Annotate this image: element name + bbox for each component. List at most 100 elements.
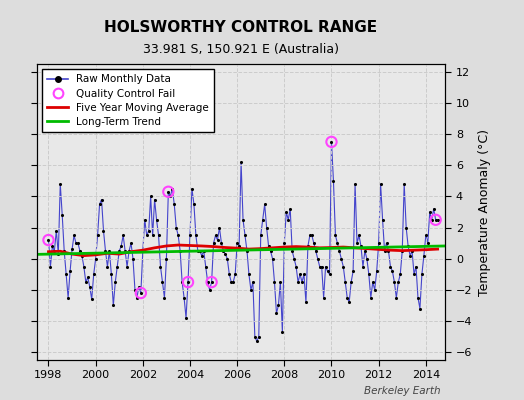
Point xyxy=(431,216,440,223)
Point xyxy=(74,240,82,246)
Point xyxy=(45,237,53,243)
Point xyxy=(416,305,424,312)
Point xyxy=(70,232,78,238)
Point xyxy=(329,178,337,184)
Point xyxy=(237,159,245,165)
Point xyxy=(363,256,371,262)
Point xyxy=(66,268,74,274)
Point xyxy=(349,268,357,274)
Point xyxy=(302,299,310,306)
Point xyxy=(182,315,190,321)
Point xyxy=(143,232,151,238)
Point xyxy=(129,256,137,262)
Point xyxy=(274,302,282,309)
Point xyxy=(123,263,132,270)
Point xyxy=(418,271,426,278)
Point xyxy=(115,248,124,254)
Point xyxy=(406,252,414,259)
Point xyxy=(347,279,355,285)
Point xyxy=(250,334,259,340)
Point xyxy=(428,216,436,223)
Point xyxy=(378,216,387,223)
Point xyxy=(265,243,273,250)
Point xyxy=(298,279,306,285)
Point xyxy=(225,271,234,278)
Point xyxy=(170,201,179,208)
Point xyxy=(341,279,350,285)
Point xyxy=(119,232,127,238)
Point xyxy=(213,237,222,243)
Point xyxy=(276,279,285,285)
Point xyxy=(272,310,281,316)
Point xyxy=(315,263,324,270)
Point xyxy=(408,248,416,254)
Point xyxy=(328,139,336,145)
Point xyxy=(258,216,267,223)
Point xyxy=(280,240,289,246)
Point xyxy=(305,232,314,238)
Point xyxy=(318,263,326,270)
Point xyxy=(313,256,322,262)
Y-axis label: Temperature Anomaly (°C): Temperature Anomaly (°C) xyxy=(478,128,491,296)
Point xyxy=(139,248,147,254)
Point xyxy=(376,181,385,187)
Point xyxy=(100,228,108,234)
Point xyxy=(388,268,397,274)
Point xyxy=(85,284,94,290)
Point xyxy=(241,232,249,238)
Point xyxy=(137,290,145,296)
Point xyxy=(337,256,345,262)
Point xyxy=(164,188,172,195)
Point xyxy=(400,181,408,187)
Point xyxy=(233,240,242,246)
Point xyxy=(321,263,330,270)
Point xyxy=(231,271,239,278)
Point xyxy=(266,248,275,254)
Point xyxy=(288,248,297,254)
Point xyxy=(394,279,402,285)
Point xyxy=(92,256,100,262)
Point xyxy=(162,256,171,262)
Point xyxy=(52,228,60,234)
Point xyxy=(68,246,77,252)
Point xyxy=(410,271,418,278)
Point xyxy=(398,248,407,254)
Point xyxy=(404,243,412,250)
Point xyxy=(198,252,206,259)
Legend: Raw Monthly Data, Quality Control Fail, Five Year Moving Average, Long-Term Tren: Raw Monthly Data, Quality Control Fail, … xyxy=(42,69,214,132)
Point xyxy=(137,290,145,296)
Point xyxy=(359,263,367,270)
Point xyxy=(433,216,442,223)
Point xyxy=(367,294,375,301)
Point xyxy=(380,248,389,254)
Point xyxy=(235,243,243,250)
Point xyxy=(172,224,180,231)
Point xyxy=(245,271,253,278)
Point xyxy=(392,294,400,301)
Point xyxy=(255,334,263,340)
Point xyxy=(45,237,53,243)
Point xyxy=(284,216,292,223)
Point xyxy=(386,263,395,270)
Point xyxy=(208,279,216,285)
Point xyxy=(229,279,237,285)
Point xyxy=(145,228,153,234)
Point xyxy=(345,299,353,306)
Point xyxy=(125,248,133,254)
Point xyxy=(103,263,112,270)
Point xyxy=(76,248,84,254)
Point xyxy=(56,181,64,187)
Point xyxy=(219,248,227,254)
Point xyxy=(328,139,336,145)
Point xyxy=(127,240,135,246)
Point xyxy=(152,216,161,223)
Point xyxy=(64,294,72,301)
Point xyxy=(383,240,391,246)
Point xyxy=(331,232,340,238)
Point xyxy=(260,201,269,208)
Point xyxy=(131,287,139,293)
Point xyxy=(323,268,332,274)
Point xyxy=(186,232,194,238)
Point xyxy=(368,279,377,285)
Point xyxy=(422,232,430,238)
